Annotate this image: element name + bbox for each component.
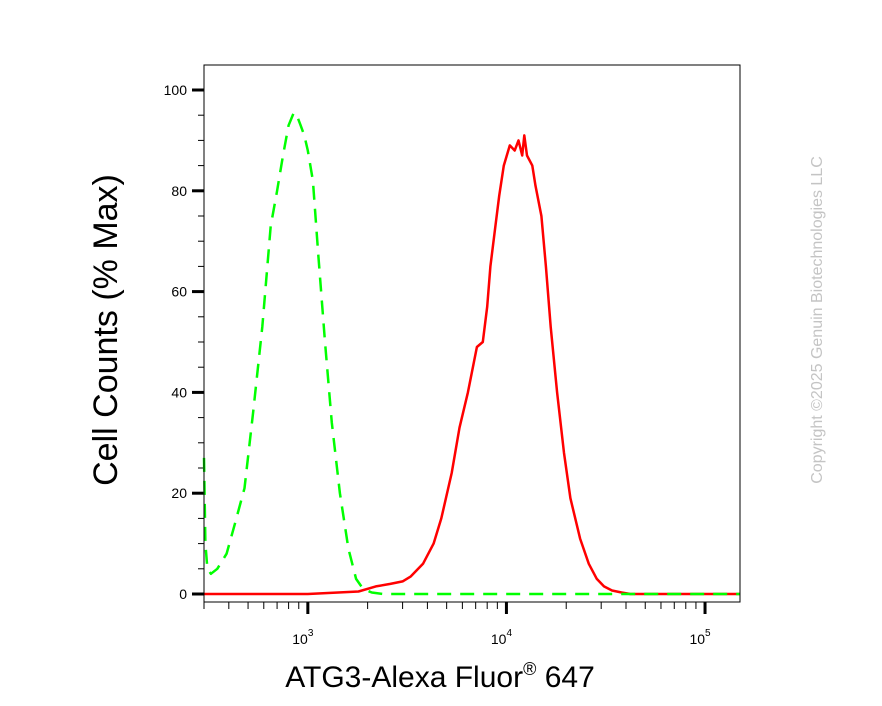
x-tick-label: 103 <box>292 628 314 647</box>
y-tick-label: 40 <box>171 384 187 400</box>
x-axis-label: ATG3-Alexa Fluor® 647 <box>285 659 595 694</box>
y-tick-label: 60 <box>171 284 187 300</box>
y-axis-label: Cell Counts (% Max) <box>87 174 125 486</box>
y-tick-label: 20 <box>171 485 187 501</box>
tick-labels: 0 20 40 60 80 100 103 104 105 <box>164 82 711 647</box>
y-tick-label: 80 <box>171 183 187 199</box>
axis-ticks <box>192 88 707 614</box>
x-axis-label-sup: ® <box>523 659 536 679</box>
copyright-watermark: Copyright ©2025 Genuin Biotechnologies L… <box>809 156 826 484</box>
y-tick-label: 0 <box>179 586 187 602</box>
sample-histogram-line <box>204 134 740 596</box>
x-axis-label-tail: 647 <box>536 661 594 694</box>
histogram-curves <box>202 111 740 596</box>
x-axis-label-main: ATG3-Alexa Fluor <box>285 661 523 694</box>
plot-frame <box>203 64 741 603</box>
x-tick-label: 104 <box>491 628 513 647</box>
y-tick-label: 100 <box>164 82 188 98</box>
control-histogram-line <box>202 111 740 596</box>
x-tick-label: 105 <box>689 628 711 647</box>
